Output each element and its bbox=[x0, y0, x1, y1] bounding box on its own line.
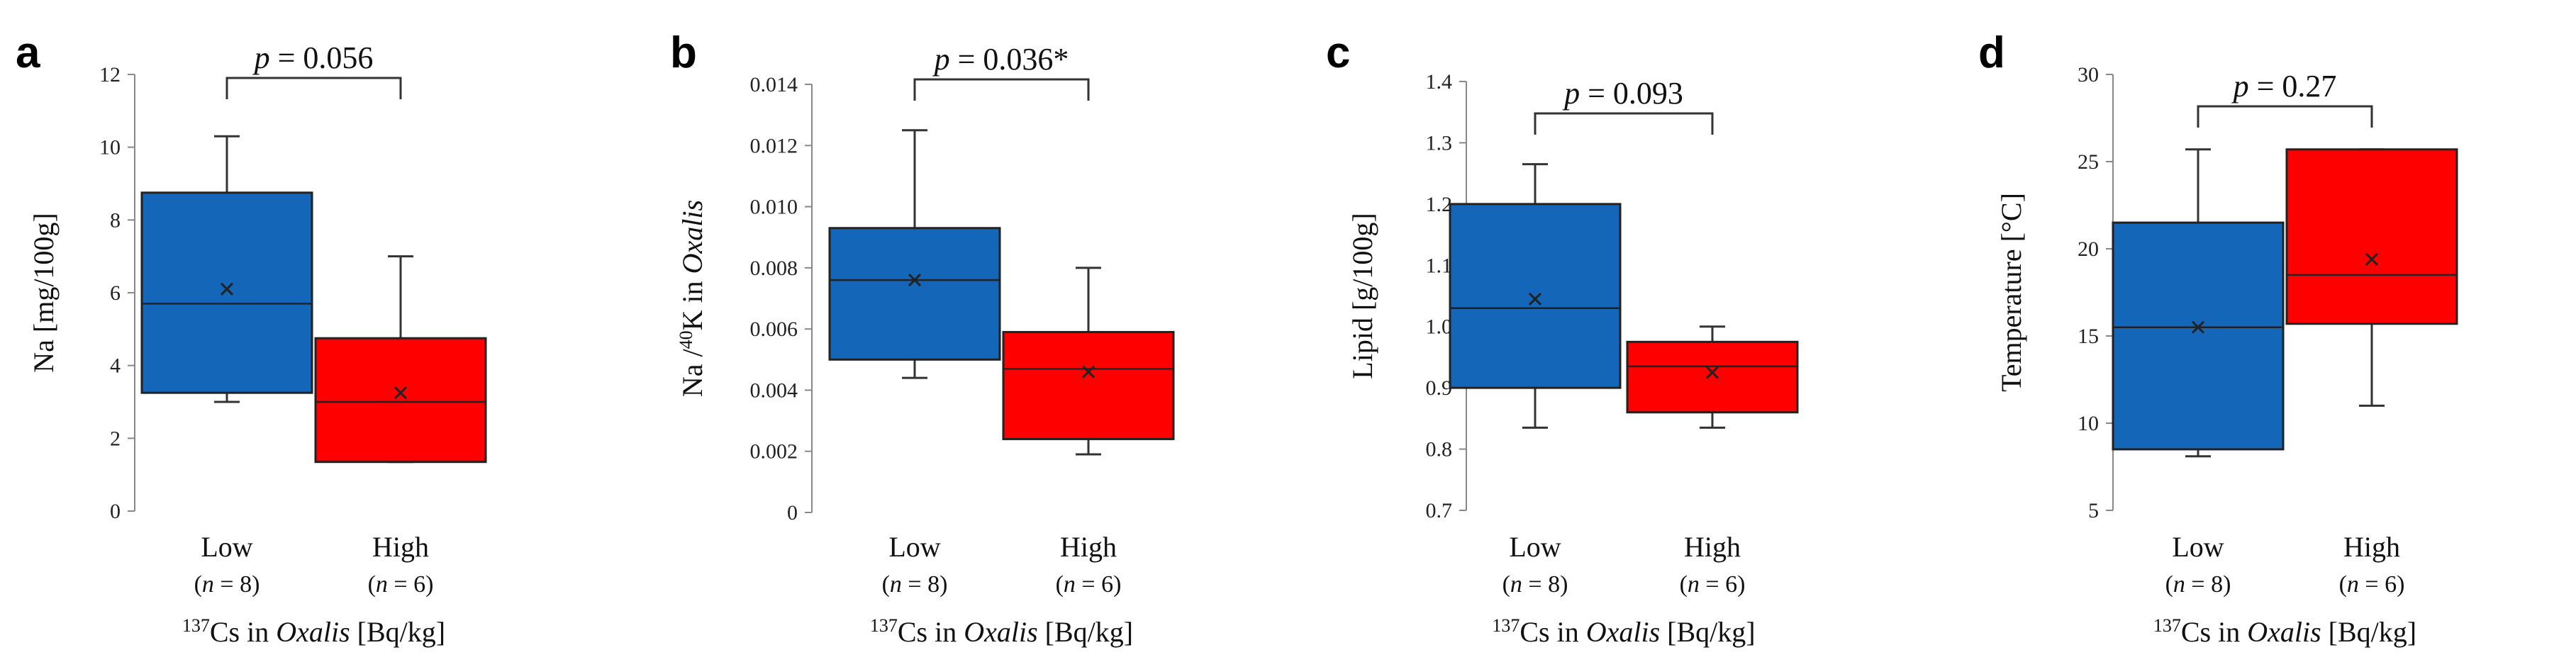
y-tick-label: 25 bbox=[2078, 150, 2099, 174]
box-high bbox=[1626, 325, 1799, 429]
x-axis-label: 137Cs in Oxalis [Bq/kg] bbox=[1492, 615, 1755, 648]
x-axis-label: 137Cs in Oxalis [Bq/kg] bbox=[182, 615, 445, 648]
y-tick-label: 0.008 bbox=[750, 257, 798, 280]
y-axis-label: Na [mg/100g] bbox=[28, 213, 60, 373]
mean-marker bbox=[1705, 366, 1719, 379]
y-tick-label: 0 bbox=[787, 501, 798, 525]
y-tick-label: 0.7 bbox=[1426, 499, 1453, 522]
significance-bracket bbox=[225, 77, 402, 99]
box-high bbox=[1002, 267, 1175, 456]
iqr-box bbox=[828, 227, 1001, 361]
y-tick-label: 4 bbox=[110, 354, 121, 378]
group-n-label: (n = 6) bbox=[2339, 571, 2405, 598]
significance-bracket bbox=[913, 78, 1090, 101]
y-tick-label: 0.006 bbox=[750, 318, 798, 341]
iqr-box bbox=[2285, 148, 2458, 325]
significance-bracket bbox=[2197, 105, 2373, 128]
group-n-label: (n = 8) bbox=[194, 571, 260, 598]
category-label: High bbox=[1060, 531, 1117, 563]
category-label: Low bbox=[2172, 531, 2224, 563]
category-label: Low bbox=[888, 531, 940, 563]
y-axis-label: Temperature [°C] bbox=[1995, 193, 2027, 392]
mean-marker bbox=[2191, 320, 2205, 334]
y-axis-label: Na /40K in Oxalis bbox=[676, 200, 708, 397]
y-tick-label: 1.0 bbox=[1426, 315, 1453, 339]
y-tick-label: 0 bbox=[110, 500, 121, 523]
iqr-box bbox=[2112, 221, 2285, 451]
y-tick-label: 0.8 bbox=[1426, 438, 1453, 461]
mean-marker bbox=[908, 274, 922, 287]
y-tick-label: 0.014 bbox=[750, 73, 798, 96]
y-tick-label: 0.010 bbox=[750, 196, 798, 219]
category-label: High bbox=[2343, 531, 2400, 563]
y-tick-label: 1.3 bbox=[1426, 131, 1453, 155]
mean-marker bbox=[1528, 292, 1542, 306]
iqr-box bbox=[1449, 203, 1622, 389]
panel-letter: d bbox=[1978, 28, 2005, 77]
panel-letter: a bbox=[16, 28, 40, 77]
category-label: High bbox=[372, 531, 429, 563]
mean-marker bbox=[1081, 365, 1095, 379]
y-axis-label: Lipid [g/100g] bbox=[1346, 213, 1378, 379]
group-n-label: (n = 8) bbox=[1502, 571, 1568, 598]
panel-b: b 0 0.002 0.004 0.006 0.008 0.010 0.012 0.014 Na … bbox=[670, 28, 1175, 648]
y-tick-label: 1.1 bbox=[1426, 254, 1453, 277]
y-tick-label: 12 bbox=[99, 63, 121, 86]
y-tick-label: 30 bbox=[2078, 63, 2099, 86]
y-tick-label: 8 bbox=[110, 208, 121, 232]
panel-a: a 0 2 4 6 8 10 12 Na [mg/100g] Low (n = 8) High (n =… bbox=[16, 28, 487, 648]
panel-letter: b bbox=[670, 28, 697, 77]
p-value-label: p = 0.093 bbox=[1562, 76, 1683, 111]
box-low bbox=[828, 129, 1001, 379]
iqr-box bbox=[1626, 340, 1799, 414]
significance-bracket bbox=[1534, 112, 1714, 135]
panel-c: c 0.7 0.8 0.9 1.0 1.1 1.2 1.3 1.4 Lipid [g/100g] L… bbox=[1326, 28, 1799, 648]
iqr-box bbox=[140, 191, 313, 394]
box-low bbox=[1449, 163, 1622, 429]
mean-marker bbox=[394, 386, 408, 400]
category-label: Low bbox=[201, 531, 252, 563]
group-n-label: (n = 6) bbox=[1680, 571, 1746, 598]
group-n-label: (n = 8) bbox=[2165, 571, 2231, 598]
x-axis-label: 137Cs in Oxalis [Bq/kg] bbox=[870, 615, 1133, 648]
y-tick-label: 0.012 bbox=[750, 134, 798, 157]
mean-marker bbox=[220, 282, 234, 296]
group-n-label: (n = 8) bbox=[882, 571, 948, 598]
category-label: High bbox=[1684, 531, 1741, 563]
y-tick-label: 10 bbox=[2078, 412, 2099, 435]
y-tick-label: 0.004 bbox=[750, 379, 798, 402]
y-tick-label: 5 bbox=[2088, 499, 2099, 522]
panel-letter: c bbox=[1326, 28, 1350, 77]
box-high bbox=[2285, 148, 2458, 407]
box-high bbox=[314, 255, 487, 464]
y-tick-label: 0.9 bbox=[1426, 376, 1453, 400]
box-low bbox=[140, 135, 313, 403]
y-tick-label: 6 bbox=[110, 281, 121, 305]
y-tick-label: 15 bbox=[2078, 325, 2099, 348]
y-tick-label: 1.2 bbox=[1426, 193, 1453, 216]
y-tick-label: 20 bbox=[2078, 237, 2099, 261]
y-tick-label: 10 bbox=[99, 136, 121, 159]
y-tick-label: 0.002 bbox=[750, 440, 798, 464]
p-value-label: p = 0.036* bbox=[932, 42, 1069, 77]
mean-marker bbox=[2365, 252, 2379, 266]
group-n-label: (n = 6) bbox=[1056, 571, 1122, 598]
y-tick-label: 1.4 bbox=[1426, 70, 1453, 94]
p-value-label: p = 0.27 bbox=[2231, 69, 2337, 103]
panel-d: d 5 10 15 20 25 30 Temperature [°C] Low (n = 8) Hi… bbox=[1978, 28, 2458, 648]
iqr-box bbox=[314, 337, 487, 464]
group-n-label: (n = 6) bbox=[368, 571, 434, 598]
category-label: Low bbox=[1509, 531, 1561, 563]
p-value-label: p = 0.056 bbox=[252, 40, 374, 75]
y-tick-label: 2 bbox=[110, 427, 121, 450]
box-low bbox=[2112, 148, 2285, 458]
x-axis-label: 137Cs in Oxalis [Bq/kg] bbox=[2153, 615, 2416, 648]
iqr-box bbox=[1002, 330, 1175, 440]
